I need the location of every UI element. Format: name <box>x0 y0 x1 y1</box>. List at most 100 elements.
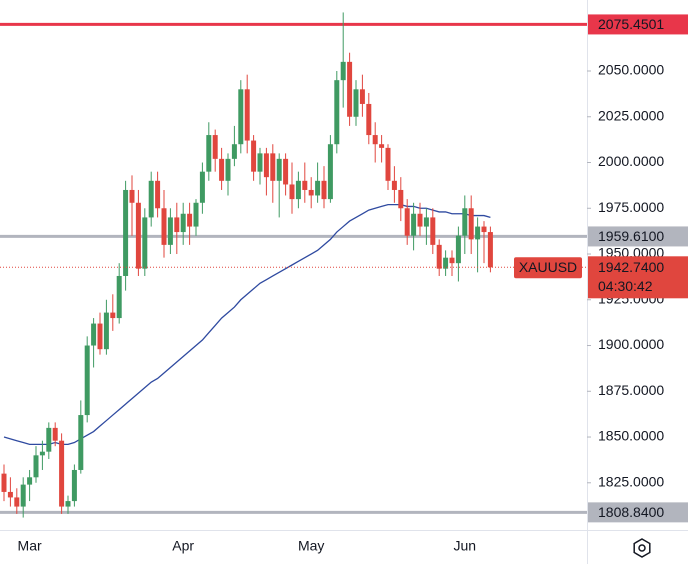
candle-body <box>46 427 52 452</box>
candle-body <box>238 89 244 145</box>
level-label-box <box>588 502 688 523</box>
candle-body <box>475 226 481 240</box>
candle-body <box>110 312 116 319</box>
candle-body <box>225 158 231 181</box>
candle-body <box>270 153 276 181</box>
candle-body <box>302 180 308 190</box>
level-label: 1959.6100 <box>598 228 664 244</box>
candle-body <box>334 80 340 145</box>
candle-body <box>231 144 237 159</box>
candle-body <box>14 497 20 507</box>
candle-body <box>315 180 321 196</box>
x-tick-label: Apr <box>172 538 194 554</box>
candle-body <box>455 235 461 264</box>
candle-body <box>385 147 391 181</box>
candle-body <box>167 217 173 245</box>
candle-body <box>52 427 58 441</box>
candle-body <box>123 189 129 276</box>
candle-body <box>417 213 423 227</box>
candle-body <box>411 213 417 236</box>
y-tick-label: 1900.0000 <box>598 336 664 352</box>
candle-body <box>206 135 212 172</box>
candle-body <box>443 257 449 269</box>
last-price-label: 1942.7400 <box>598 259 664 275</box>
candle-body <box>283 158 289 185</box>
candle-body <box>91 323 97 346</box>
x-tick-label: Mar <box>18 538 42 554</box>
candle-body <box>161 208 167 245</box>
candle-body <box>7 491 13 498</box>
candle-body <box>20 484 26 507</box>
candle-body <box>289 184 295 200</box>
candle-body <box>276 158 282 181</box>
last-price-box <box>588 256 688 299</box>
symbol-box <box>514 257 582 279</box>
symbol-label: XAUUSD <box>519 259 577 275</box>
candle-body <box>174 217 180 233</box>
candle-body <box>359 89 365 104</box>
candle-body <box>148 180 154 218</box>
candle-body <box>65 501 71 507</box>
candle-body <box>27 477 33 485</box>
candle-body <box>103 312 109 350</box>
candle-body <box>327 144 333 200</box>
candle-body <box>436 244 442 269</box>
y-tick-label: 2000.0000 <box>598 153 664 169</box>
candle-body <box>129 189 135 203</box>
y-tick-label: 1875.0000 <box>598 382 664 398</box>
candle-body <box>308 189 314 196</box>
candle-body <box>462 208 468 236</box>
candle-body <box>219 158 225 181</box>
candle-body <box>366 103 372 136</box>
level-label: 1808.8400 <box>598 504 664 520</box>
moving-average <box>3 203 491 446</box>
candle-body <box>398 189 404 209</box>
y-tick-label: 1975.0000 <box>598 199 664 215</box>
candle-body <box>180 213 186 233</box>
candle-body <box>423 217 429 227</box>
candle-body <box>1 473 7 492</box>
candle-body <box>39 451 45 456</box>
y-tick-label: 2025.0000 <box>598 107 664 123</box>
countdown: 04:30:42 <box>598 278 653 294</box>
y-tick-label: 2050.0000 <box>598 62 664 78</box>
candle-body <box>116 275 122 319</box>
y-tick-label: 1825.0000 <box>598 473 664 489</box>
candle-body <box>372 135 378 145</box>
candle-body <box>78 415 84 470</box>
settings-icon[interactable] <box>633 538 651 558</box>
x-tick-label: Jun <box>454 538 477 554</box>
level-label-box <box>588 14 688 35</box>
candle-body <box>487 232 493 268</box>
candle-body <box>295 180 301 200</box>
candle-body <box>353 89 359 117</box>
candle-body <box>84 345 90 416</box>
candle-body <box>155 180 161 209</box>
candle-body <box>468 208 474 240</box>
candle-body <box>449 257 455 264</box>
candle-body <box>212 135 218 159</box>
candle-body <box>187 213 193 227</box>
candle-body <box>135 202 141 269</box>
y-tick-label: 1850.0000 <box>598 428 664 444</box>
candle-body <box>379 144 385 148</box>
candle-body <box>391 180 397 190</box>
candle-body <box>340 61 346 81</box>
candle-body <box>33 455 39 478</box>
candle-body <box>97 323 103 350</box>
candle-body <box>71 469 77 502</box>
level-label: 2075.4501 <box>598 16 664 32</box>
candle-body <box>430 217 436 245</box>
candle-body <box>481 226 487 233</box>
candle-body <box>257 153 263 172</box>
candle-body <box>142 217 148 269</box>
candle-body <box>251 140 257 172</box>
candle-body <box>347 61 353 117</box>
candle-body <box>404 208 410 236</box>
candle-body <box>59 440 65 507</box>
candle-body <box>199 171 205 203</box>
candle-body <box>193 202 199 227</box>
candle-body <box>244 89 250 141</box>
